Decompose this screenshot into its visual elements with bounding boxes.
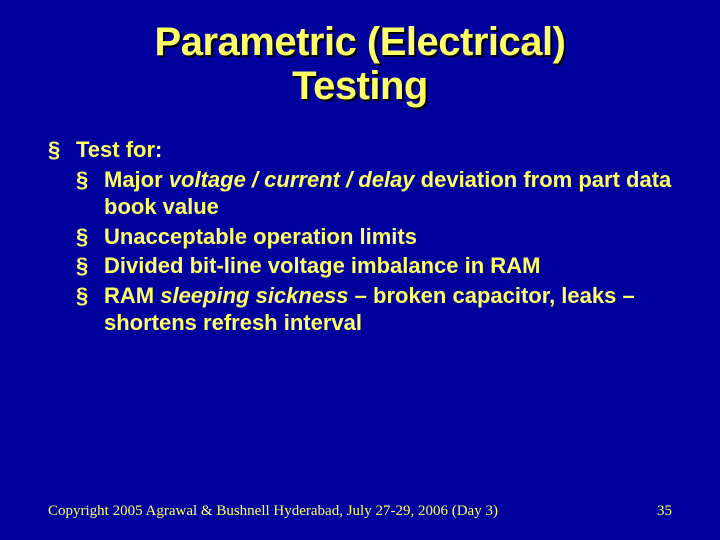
title-line-2: Testing xyxy=(0,64,720,108)
text-prefix: Major xyxy=(104,167,169,192)
bullet-glyph: § xyxy=(76,282,104,337)
bullet-glyph: § xyxy=(76,223,104,251)
text-prefix: Divided bit-line voltage imbalance in RA… xyxy=(104,253,540,278)
level1-text: Test for: xyxy=(76,136,672,164)
text-prefix: RAM xyxy=(104,283,160,308)
bullet-level2: §Divided bit-line voltage imbalance in R… xyxy=(76,252,672,280)
bullet-level1: § Test for: xyxy=(48,136,672,164)
level2-list: §Major voltage / current / delay deviati… xyxy=(48,166,672,337)
slide-title: Parametric (Electrical) Testing xyxy=(0,0,720,108)
level2-text: RAM sleeping sickness – broken capacitor… xyxy=(104,282,672,337)
bullet-glyph: § xyxy=(76,166,104,221)
level2-text: Unacceptable operation limits xyxy=(104,223,672,251)
slide-body: § Test for: §Major voltage / current / d… xyxy=(0,108,720,337)
slide-footer: Copyright 2005 Agrawal & Bushnell Hydera… xyxy=(48,503,672,520)
bullet-glyph: § xyxy=(48,136,76,164)
footer-left: Copyright 2005 Agrawal & Bushnell Hydera… xyxy=(48,503,498,520)
bullet-level2: §Major voltage / current / delay deviati… xyxy=(76,166,672,221)
text-italic: voltage / current / delay xyxy=(169,167,415,192)
level2-text: Divided bit-line voltage imbalance in RA… xyxy=(104,252,672,280)
text-italic: sleeping sickness xyxy=(160,283,348,308)
footer-page-number: 35 xyxy=(657,503,672,520)
level2-text: Major voltage / current / delay deviatio… xyxy=(104,166,672,221)
bullet-level2: §Unacceptable operation limits xyxy=(76,223,672,251)
text-prefix: Unacceptable operation limits xyxy=(104,224,417,249)
bullet-glyph: § xyxy=(76,252,104,280)
title-line-1: Parametric (Electrical) xyxy=(0,20,720,64)
bullet-level2: §RAM sleeping sickness – broken capacito… xyxy=(76,282,672,337)
